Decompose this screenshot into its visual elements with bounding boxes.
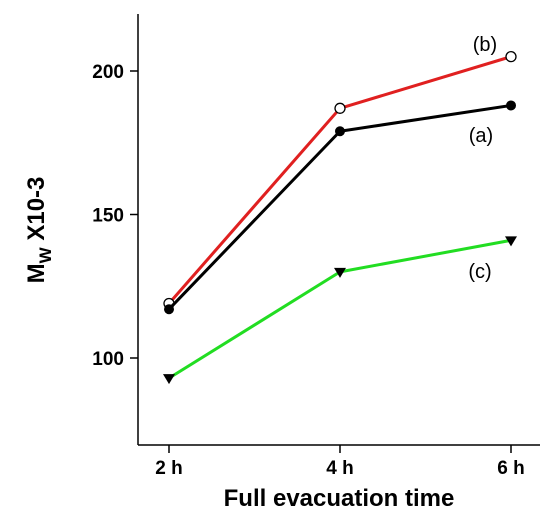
- x-axis-title: Full evacuation time: [224, 485, 455, 511]
- series-label: (a): [469, 125, 493, 147]
- series-label: (b): [473, 34, 497, 56]
- y-tick-label: 200: [92, 62, 124, 83]
- data-point-a: [335, 126, 345, 137]
- series-line-c: [168, 238, 512, 380]
- x-tick-label: 6 h: [497, 458, 524, 479]
- data-point-a: [506, 100, 516, 111]
- data-point-c: [163, 374, 175, 385]
- y-tick-label: 100: [92, 349, 124, 370]
- data-point-b: [505, 51, 517, 63]
- y-ticks: 100 150 200: [92, 62, 138, 370]
- y-axis-title-subscript: W: [36, 246, 55, 263]
- y-axis-title: MW X10-3: [23, 177, 55, 284]
- y-tick-label: 150: [92, 206, 124, 227]
- x-tick-label: 4 h: [326, 458, 353, 479]
- data-point-a: [164, 304, 174, 315]
- axes: [137, 14, 540, 446]
- series-label: (c): [468, 261, 491, 283]
- y-axis-title-rest: X10-3: [23, 177, 50, 248]
- series-labels: (b) (a) (c): [468, 34, 497, 283]
- series-line-b: [167, 55, 512, 305]
- data-point-b: [334, 102, 346, 114]
- x-tick-label: 2 h: [155, 458, 182, 479]
- x-ticks: 2 h 4 h 6 h: [155, 445, 525, 479]
- series-layer: [163, 51, 517, 385]
- data-point-c: [505, 236, 517, 247]
- y-axis-title-main: M: [23, 263, 50, 283]
- data-point-c: [334, 267, 346, 278]
